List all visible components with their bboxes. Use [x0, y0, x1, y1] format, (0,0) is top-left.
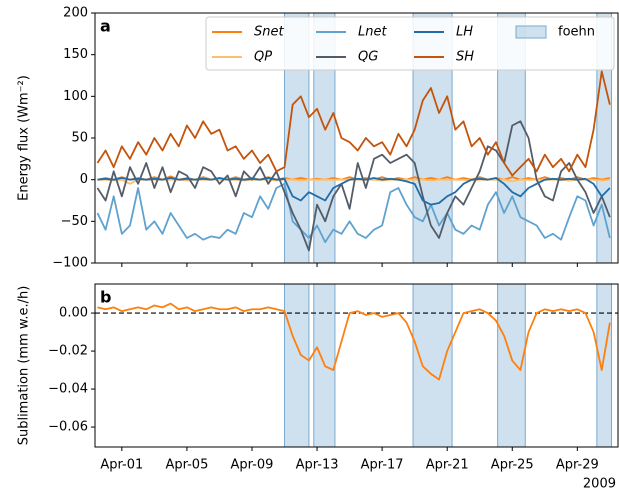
y-tick-label: −0.06: [48, 420, 88, 435]
foehn-span: [412, 284, 453, 447]
y-tick-label: −50: [61, 214, 88, 229]
series-line: [96, 120, 611, 252]
panel-label: a: [100, 17, 111, 36]
y-tick-label: −0.02: [48, 344, 88, 359]
legend-label: QG: [358, 50, 378, 65]
y-tick-label: 0.00: [59, 306, 88, 321]
legend-label: Lnet: [358, 25, 387, 40]
series-line: [96, 70, 611, 177]
x-tick-label: Apr-13: [296, 458, 339, 473]
foehn-span: [313, 13, 336, 263]
y-tick-label: 50: [71, 131, 88, 146]
y-tick-label: 100: [63, 89, 88, 104]
x-tick-label: Apr-05: [165, 458, 208, 473]
legend-label: Snet: [254, 25, 284, 40]
series-line: [96, 182, 611, 244]
legend-swatch: [515, 25, 547, 39]
y-tick-label: 200: [63, 6, 88, 21]
legend-box: [205, 16, 615, 71]
x-tick-label: Apr-01: [100, 458, 143, 473]
x-tick-label: Apr-17: [361, 458, 404, 473]
foehn-span: [596, 284, 612, 447]
panel-label: b: [100, 288, 111, 307]
y-tick-label: 150: [63, 47, 88, 62]
y-axis-label: Sublimation (mm w.e./h): [17, 286, 32, 446]
legend-label: SH: [456, 50, 474, 65]
year-label: 2009: [583, 477, 616, 492]
legend-label: LH: [456, 25, 473, 40]
foehn-span: [284, 284, 310, 447]
x-tick-label: Apr-09: [231, 458, 274, 473]
y-tick-label: −100: [52, 256, 88, 271]
y-axis-label: Energy flux (Wm⁻²): [17, 75, 32, 201]
axes-frame: [94, 283, 619, 448]
x-tick-label: Apr-29: [556, 458, 599, 473]
legend-label: QP: [254, 50, 272, 65]
plot-area: [96, 13, 612, 263]
y-tick-label: 0: [80, 172, 88, 187]
series-line: [97, 177, 611, 206]
series-line: [97, 302, 611, 381]
x-tick-label: Apr-25: [491, 458, 534, 473]
y-tick-label: −0.04: [48, 382, 88, 397]
x-tick-label: Apr-21: [426, 458, 469, 473]
plot-area: [95, 284, 618, 447]
legend-label: foehn: [558, 25, 595, 40]
